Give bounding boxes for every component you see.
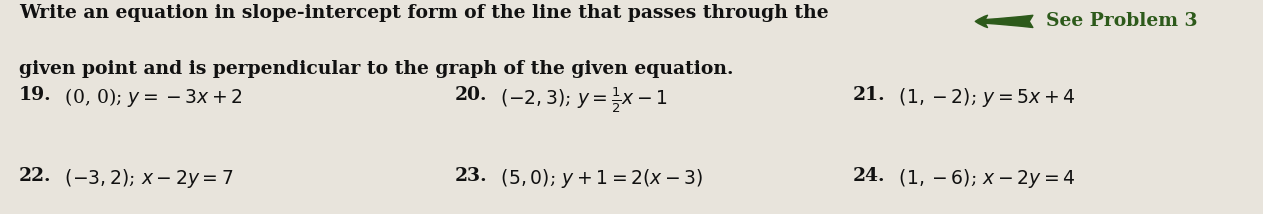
Text: $(1, -2)$; $y = 5x + 4$: $(1, -2)$; $y = 5x + 4$: [893, 86, 1075, 108]
Text: 22.: 22.: [19, 167, 52, 185]
Text: $(-2, 3)$; $y = \frac{1}{2}x - 1$: $(-2, 3)$; $y = \frac{1}{2}x - 1$: [495, 86, 668, 115]
Text: 21.: 21.: [853, 86, 885, 104]
Text: Write an equation in slope-intercept form of the line that passes through the: Write an equation in slope-intercept for…: [19, 4, 829, 22]
Text: given point and is perpendicular to the graph of the given equation.: given point and is perpendicular to the …: [19, 60, 734, 78]
Text: 24.: 24.: [853, 167, 885, 185]
Text: $(-3, 2)$; $x - 2y = 7$: $(-3, 2)$; $x - 2y = 7$: [59, 167, 234, 190]
Text: $(5, 0)$; $y + 1 = 2(x - 3)$: $(5, 0)$; $y + 1 = 2(x - 3)$: [495, 167, 703, 190]
Text: 20.: 20.: [455, 86, 488, 104]
Text: See Problem 3: See Problem 3: [1046, 12, 1197, 30]
Text: 19.: 19.: [19, 86, 52, 104]
Text: 23.: 23.: [455, 167, 488, 185]
Text: (0, 0); $y = -3x + 2$: (0, 0); $y = -3x + 2$: [59, 86, 244, 108]
Text: $(1, -6)$; $x - 2y = 4$: $(1, -6)$; $x - 2y = 4$: [893, 167, 1075, 190]
